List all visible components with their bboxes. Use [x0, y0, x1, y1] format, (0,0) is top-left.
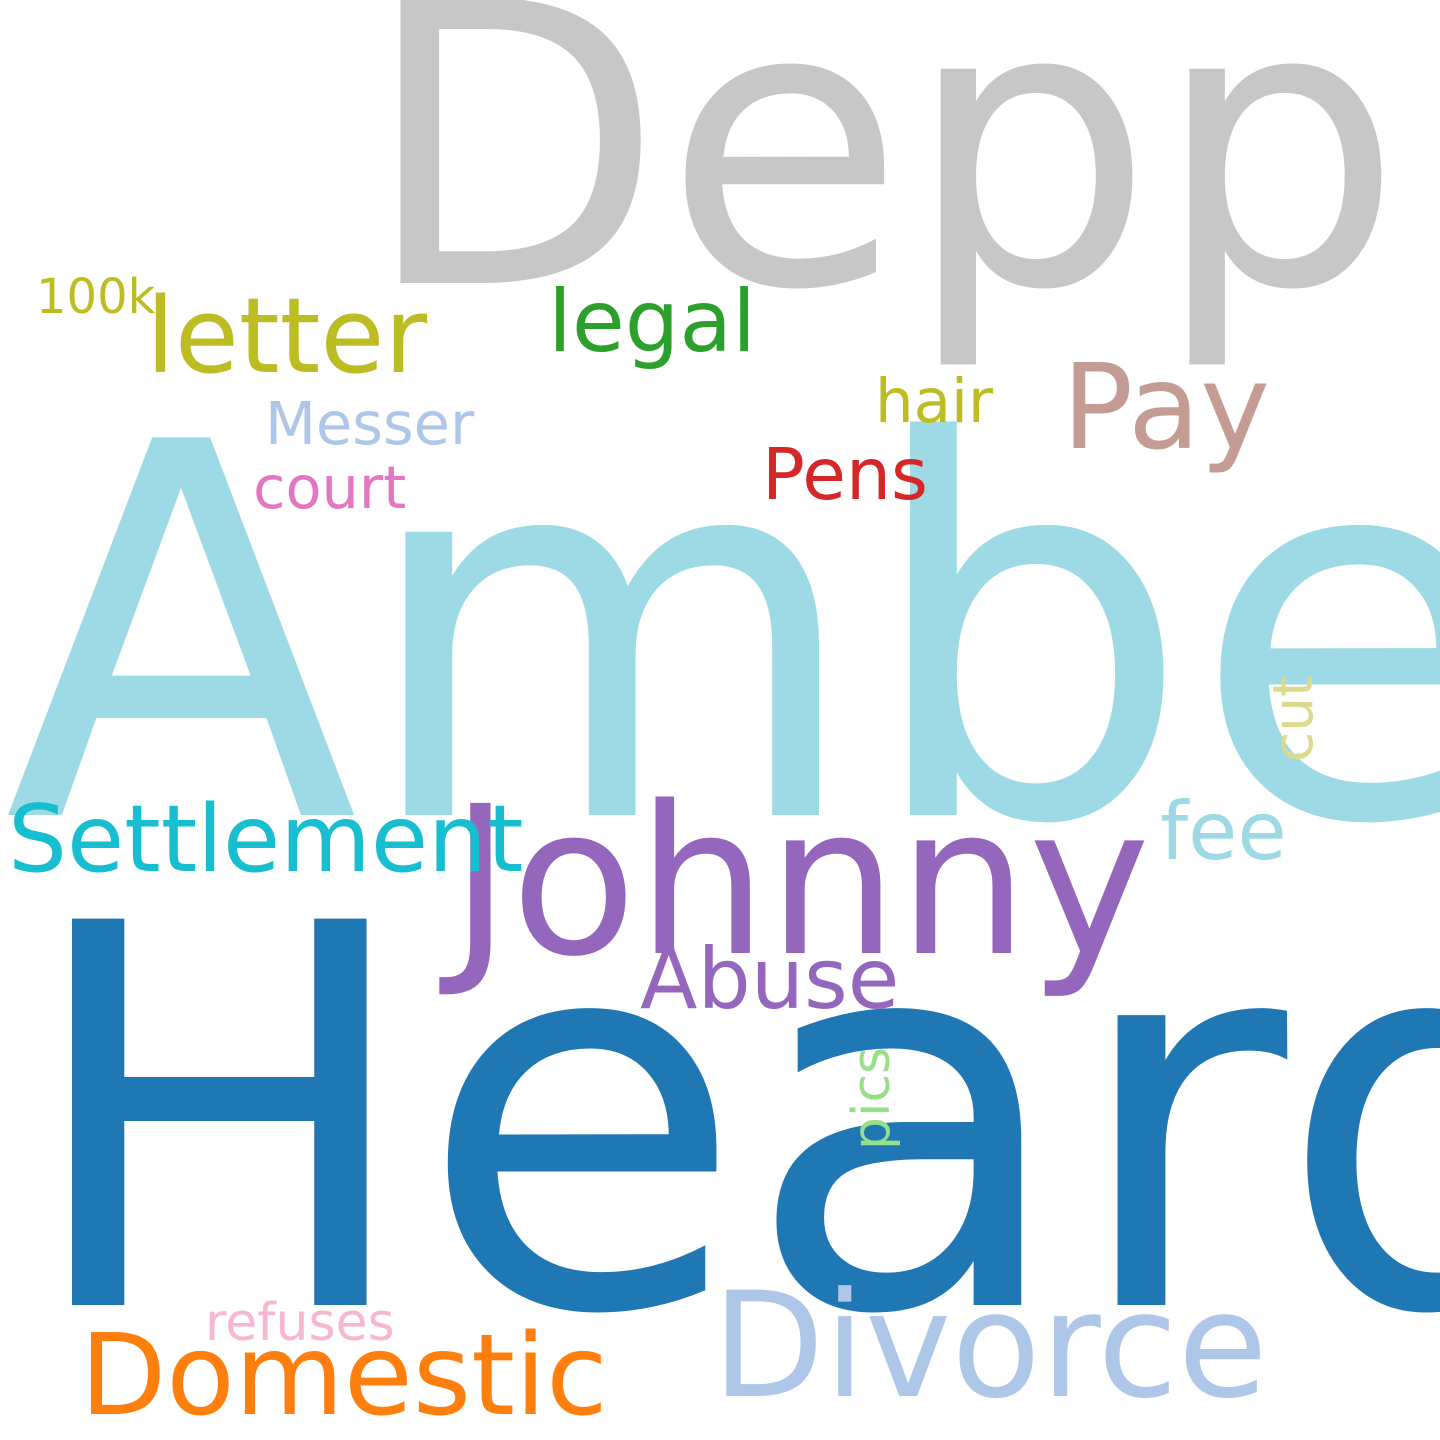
word-court: court [253, 453, 407, 522]
word-legal: legal [548, 272, 756, 372]
word-pens: Pens [762, 433, 928, 516]
word-pay: Pay [1062, 338, 1270, 476]
word-divorce: Divorce [712, 1261, 1268, 1431]
word-amber: Amber [4, 335, 1440, 938]
word-refuses: refuses [205, 1293, 395, 1353]
word-johnny: Johnny [450, 762, 1151, 1002]
word-pics: pics [842, 1046, 902, 1150]
word-domestic: Domestic [80, 1311, 608, 1440]
word-messer: Messer [265, 389, 475, 458]
word-heard: Heard [20, 813, 1440, 1430]
word-letter: letter [146, 275, 428, 397]
word-100k: 100k [36, 269, 156, 325]
word-fee: fee [1160, 785, 1287, 878]
word-depp: Depp [362, 0, 1403, 376]
word-cut: cut [1261, 675, 1325, 762]
word-settlement: Settlement [8, 785, 524, 893]
word-hair: hair [875, 366, 994, 437]
word-abuse: Abuse [640, 930, 900, 1028]
